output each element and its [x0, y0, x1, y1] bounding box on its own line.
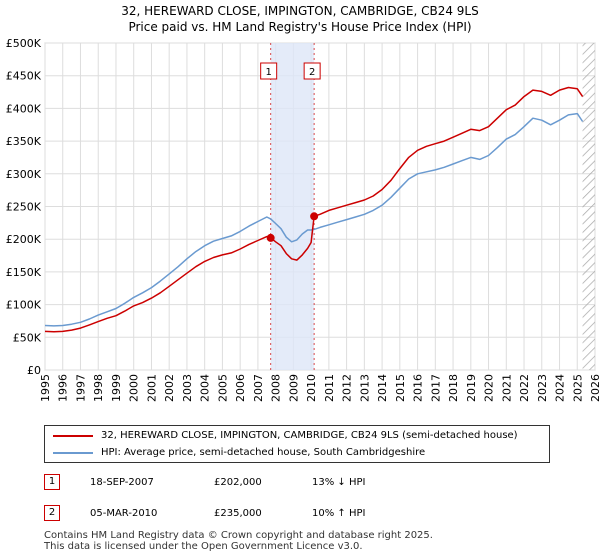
x-tick-label: 2013 — [358, 374, 371, 402]
x-tick-label: 2004 — [199, 374, 212, 402]
x-tick-label: 2000 — [128, 374, 141, 402]
property-series-line — [44, 86, 584, 333]
y-tick-label: £200K — [6, 233, 42, 246]
x-tick-label: 2025 — [571, 374, 584, 402]
chart-legend: 32, HEREWARD CLOSE, IMPINGTON, CAMBRIDGE… — [44, 425, 550, 463]
footer-line-2: This data is licensed under the Open Gov… — [44, 541, 363, 552]
x-tick-label: 2016 — [412, 374, 425, 402]
legend-label-property: 32, HEREWARD CLOSE, IMPINGTON, CAMBRIDGE… — [101, 430, 518, 441]
x-tick-label: 2005 — [216, 374, 229, 402]
footer-line-1: Contains HM Land Registry data © Crown c… — [44, 530, 433, 541]
x-tick-label: 1998 — [92, 374, 105, 402]
x-tick-label: 1996 — [57, 374, 70, 402]
y-tick-label: £300K — [6, 168, 42, 181]
x-tick-label: 2002 — [163, 374, 176, 402]
y-tick-label: £100K — [6, 299, 42, 312]
future-hatch — [582, 43, 595, 370]
legend-swatch-property — [53, 435, 93, 437]
y-tick-label: £50K — [13, 331, 42, 344]
legend-swatch-hpi — [53, 452, 93, 454]
legend-label-hpi: HPI: Average price, semi-detached house,… — [101, 447, 426, 458]
sale-point — [266, 233, 275, 242]
sale-marker-badge — [260, 62, 278, 80]
x-tick-label: 2020 — [483, 374, 496, 402]
x-tick-label: 1995 — [39, 374, 52, 402]
y-tick-label: £350K — [6, 135, 42, 148]
x-tick-label: 2001 — [145, 374, 158, 402]
sale-hpi-1: 13% ↓ HPI — [312, 477, 366, 488]
x-tick-label: 2015 — [394, 374, 407, 402]
x-tick-label: 2014 — [376, 374, 389, 402]
x-tick-label: 2010 — [305, 374, 318, 402]
sale-hpi-2: 10% ↑ HPI — [312, 508, 366, 519]
footer-attribution: Contains HM Land Registry data © Crown c… — [44, 530, 433, 552]
x-tick-label: 2007 — [252, 374, 265, 402]
sale-marker-badge-label: 1 — [265, 67, 271, 78]
sale-row-2: 2 05-MAR-2010 £235,000 10% ↑ HPI — [44, 504, 564, 524]
y-tick-label: £400K — [6, 102, 42, 115]
chart-title-line2: Price paid vs. HM Land Registry's House … — [128, 20, 472, 34]
y-tick-label: £0 — [27, 364, 41, 377]
sale-marker-badge-label: 2 — [309, 67, 315, 78]
x-tick-label: 2008 — [270, 374, 283, 402]
sale-row-1: 1 18-SEP-2007 £202,000 13% ↓ HPI — [44, 473, 564, 493]
x-tick-label: 2023 — [536, 374, 549, 402]
y-tick-label: £450K — [6, 70, 42, 83]
hpi-series-line — [44, 112, 584, 327]
x-tick-label: 2003 — [181, 374, 194, 402]
x-tick-label: 2006 — [234, 374, 247, 402]
y-tick-label: £150K — [6, 266, 42, 279]
x-tick-label: 2021 — [500, 374, 513, 402]
sale-price-2: £235,000 — [214, 508, 262, 519]
sale-date-1: 18-SEP-2007 — [90, 477, 154, 488]
x-tick-label: 2011 — [323, 374, 336, 402]
x-tick-label: 2017 — [429, 374, 442, 402]
sale-point — [310, 212, 319, 221]
sale-marker-badge — [303, 62, 321, 80]
x-tick-label: 2022 — [518, 374, 531, 402]
x-tick-label: 2018 — [447, 374, 460, 402]
sale-price-1: £202,000 — [214, 477, 262, 488]
chart-title-line1: 32, HEREWARD CLOSE, IMPINGTON, CAMBRIDGE… — [121, 4, 479, 18]
price-chart: 1 2 £0 £50K £100K £150K £200K £250K £300K £350K £… — [6, 37, 600, 402]
sale-date-2: 05-MAR-2010 — [90, 508, 158, 519]
sale-badge-1: 1 — [44, 474, 60, 490]
x-tick-label: 2009 — [287, 374, 300, 402]
x-tick-label: 2024 — [554, 374, 567, 402]
highlight-period — [270, 43, 315, 370]
x-tick-label: 2019 — [465, 374, 478, 402]
x-tick-label: 1997 — [74, 374, 87, 402]
x-tick-label: 2026 — [589, 374, 600, 402]
x-tick-label: 2012 — [341, 374, 354, 402]
sale-badge-2: 2 — [44, 505, 60, 521]
y-tick-label: £250K — [6, 201, 42, 214]
x-tick-label: 1999 — [110, 374, 123, 402]
y-tick-label: £500K — [6, 37, 42, 50]
